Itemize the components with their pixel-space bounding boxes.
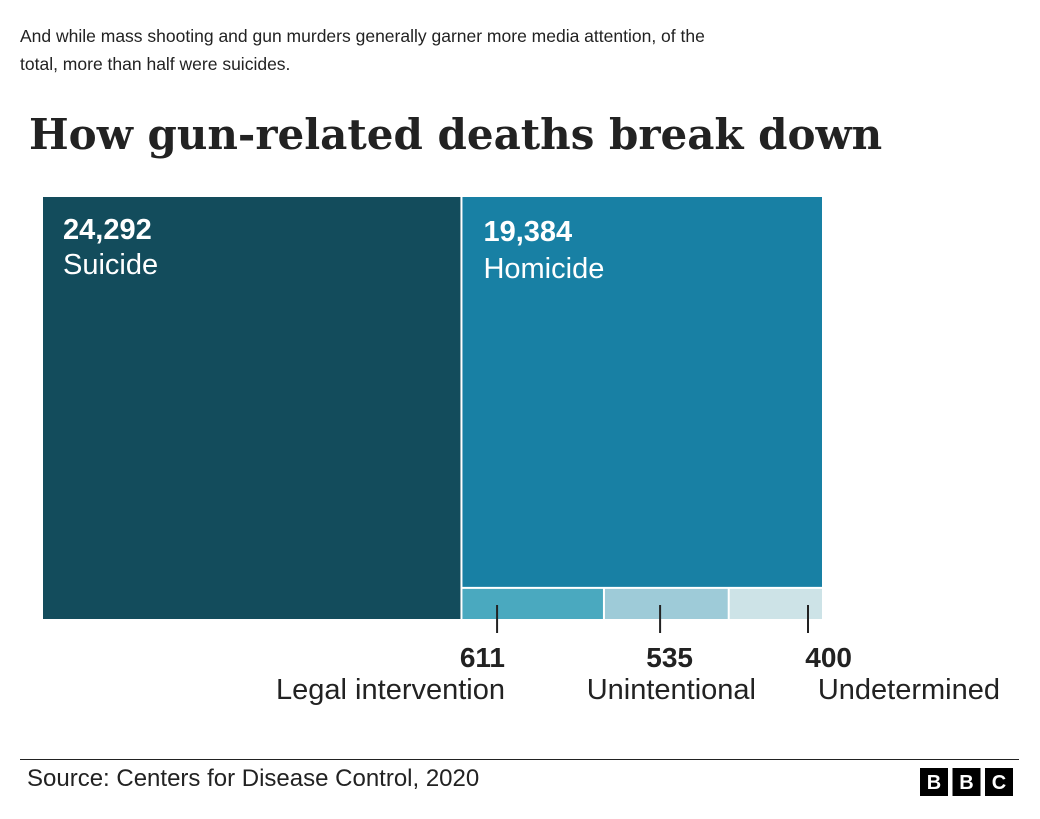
legal-intervention-name-label: Legal intervention [276, 674, 505, 706]
legal-intervention-value-label: 611 [460, 642, 505, 673]
undetermined-value-label: 400 [805, 642, 852, 673]
suicide-rect [43, 197, 462, 619]
unintentional-name-label: Unintentional [587, 674, 756, 706]
footer-divider [20, 759, 1019, 760]
undetermined-rect [728, 587, 822, 619]
homicide-name-label: Homicide [483, 253, 604, 285]
undetermined-name-label: Undetermined [818, 674, 1000, 706]
homicide-value-label: 19,384 [483, 216, 572, 248]
homicide-rect [461, 197, 822, 588]
intro-text: And while mass shooting and gun murders … [20, 26, 705, 74]
unintentional-rect [603, 587, 729, 619]
suicide-value-label: 24,292 [63, 214, 152, 246]
bbc-logo-letter: B [927, 772, 941, 794]
bbc-logo-letter: C [992, 772, 1006, 794]
chart-title: How gun-related deaths break down [29, 110, 883, 159]
unintentional-value-label: 535 [646, 642, 693, 673]
suicide-name-label: Suicide [63, 249, 158, 281]
bbc-logo-letter: B [959, 772, 973, 794]
legal-intervention-rect [461, 587, 604, 619]
source-note: Source: Centers for Disease Control, 202… [27, 765, 480, 792]
